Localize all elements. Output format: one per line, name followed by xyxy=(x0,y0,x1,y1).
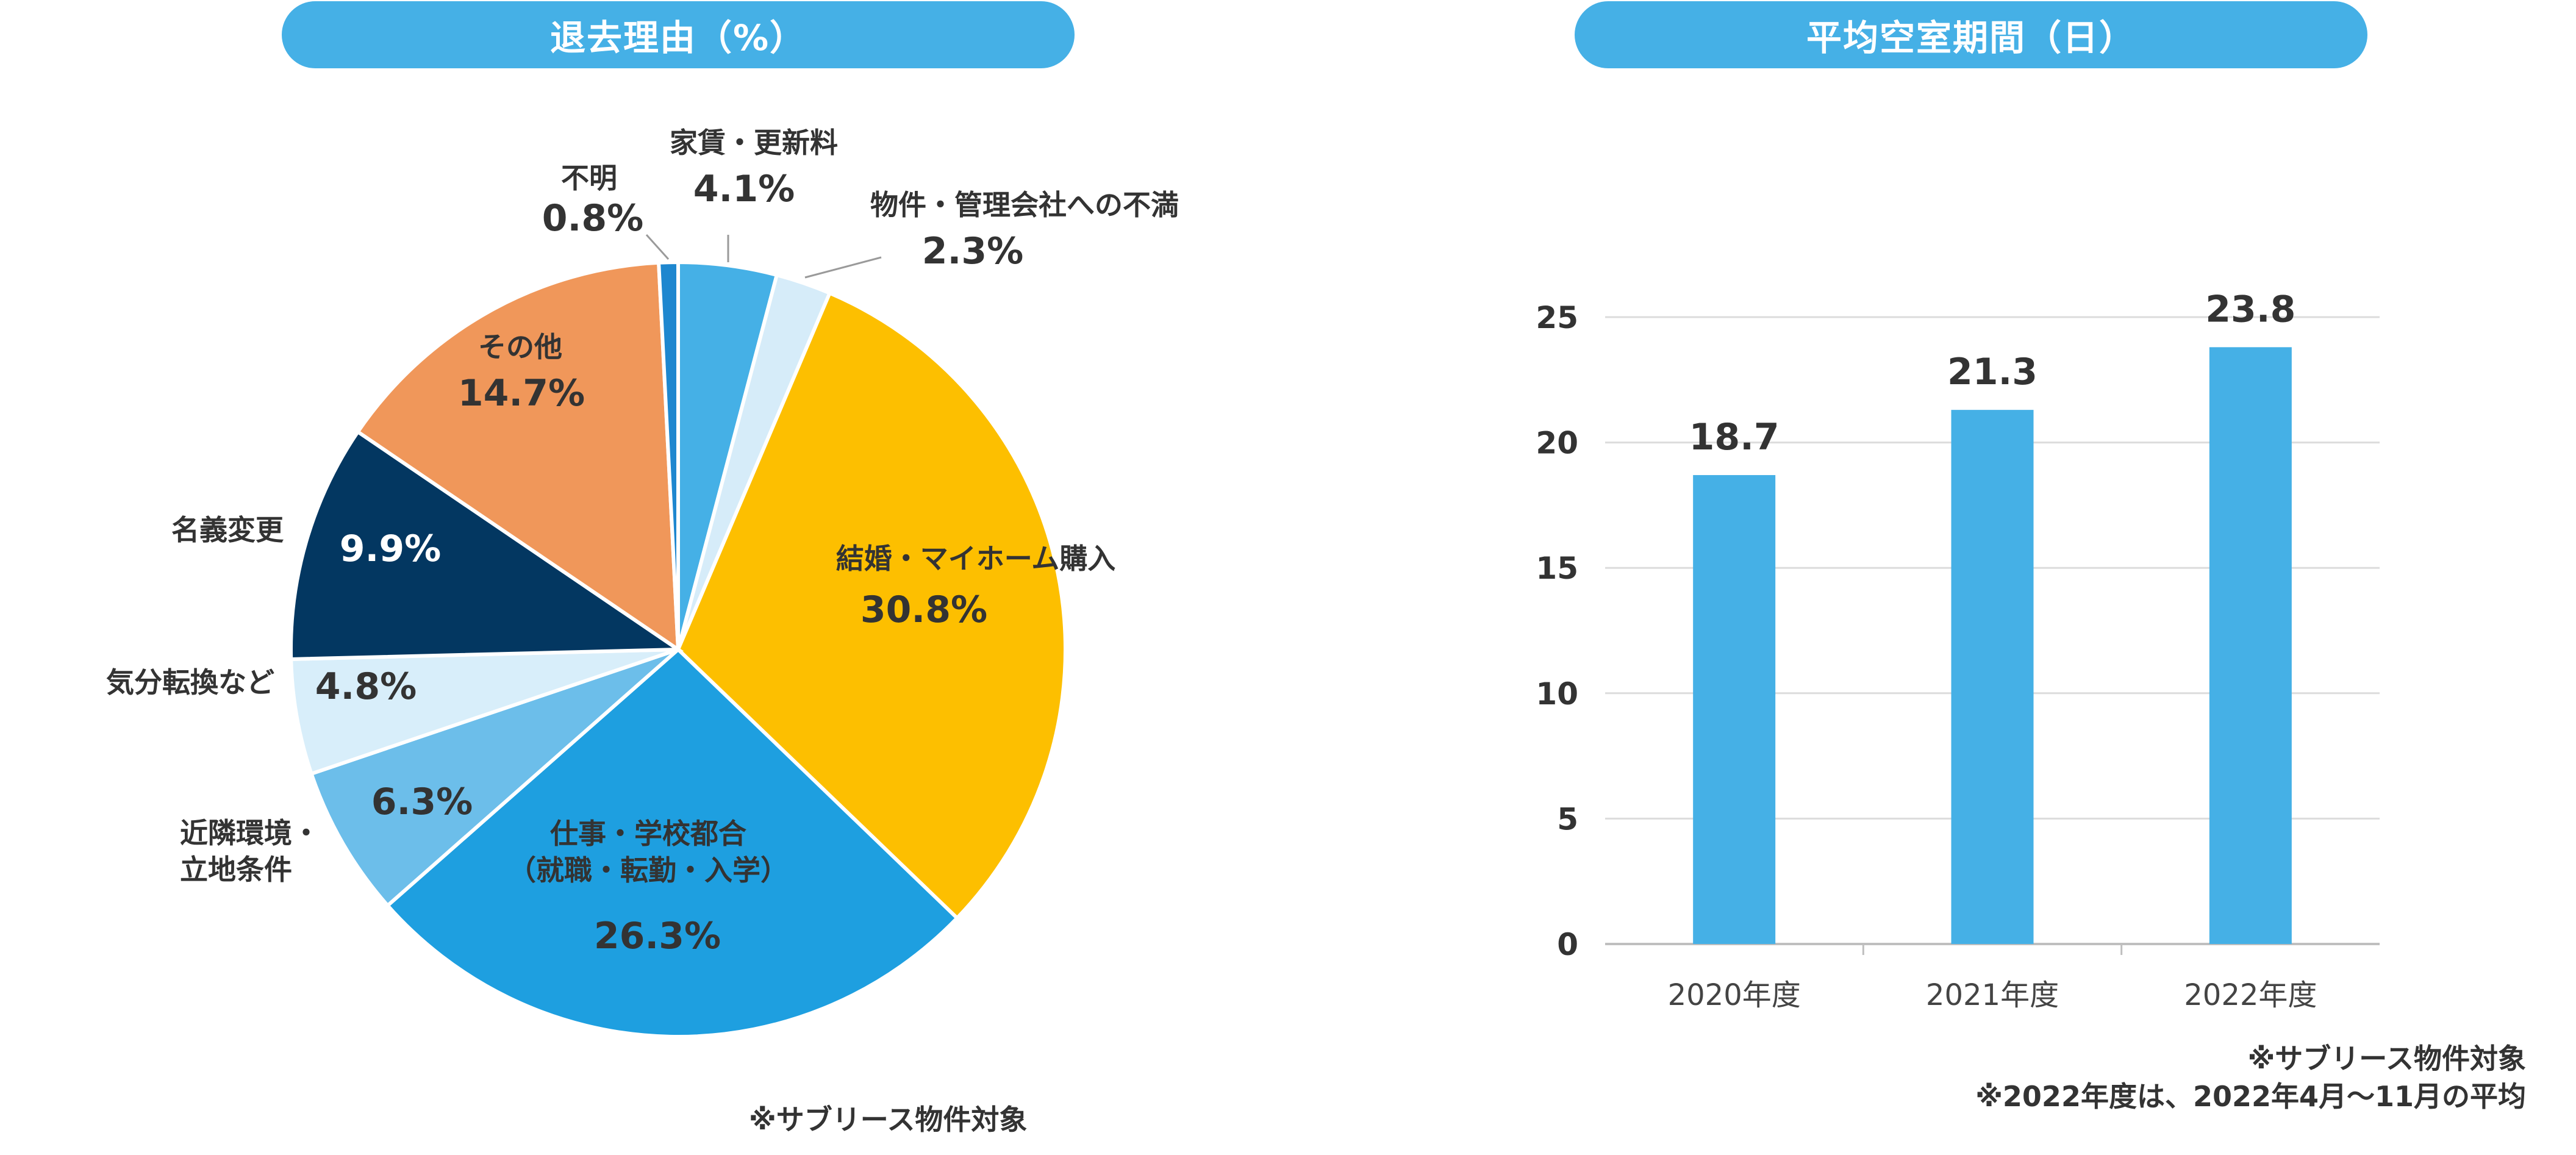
pie-slice-label: 仕事・学校都合 xyxy=(550,817,746,850)
pie-slice-label: 名義変更 xyxy=(171,513,284,546)
pie-slice-label: 立地条件 xyxy=(180,853,292,886)
pie-slice-label: 結婚・マイホーム購入 xyxy=(836,542,1116,575)
pie-slice xyxy=(656,260,680,650)
pie-slice-label: 近隣環境・ xyxy=(180,817,320,849)
pie-slice-value: 4.8% xyxy=(315,665,417,708)
bar-chart-note-2: ※2022年度は、2022年4月～11月の平均 xyxy=(1975,1080,2526,1113)
bar-value-label: 21.3 xyxy=(1947,351,2038,393)
pie-slice xyxy=(355,260,681,653)
pie-slice-value: 4.1% xyxy=(693,168,795,210)
pie-slice-value: 0.8% xyxy=(542,197,643,240)
y-tick-label: 0 xyxy=(1557,927,1578,962)
bar xyxy=(1693,475,1776,944)
bar-chart-title: 平均空室期間（日） xyxy=(1575,1,2367,68)
pie-slice-value: 26.3% xyxy=(594,915,721,957)
pie-chart-title: 退去理由（%） xyxy=(282,1,1075,68)
pie-chart-note: ※サブリース物件対象 xyxy=(749,1103,1028,1136)
pie-slice-label: その他 xyxy=(478,331,562,363)
pie-slice-value: 30.8% xyxy=(860,588,987,631)
pie-slice xyxy=(385,646,960,1039)
bar-value-label: 18.7 xyxy=(1689,416,1780,459)
pie-slice-value: 9.9% xyxy=(340,527,441,570)
bar xyxy=(2209,347,2292,944)
pie-slice-label: 物件・管理会社への不満 xyxy=(870,188,1179,221)
bar-chart-note-1: ※サブリース物件対象 xyxy=(2247,1042,2526,1075)
y-tick-label: 10 xyxy=(1536,676,1578,712)
pie-chart: 家賃・更新料 4.1% 物件・管理会社への不満 2.3% 結婚・マイホーム購入 30.8%… xyxy=(106,126,1179,1039)
y-tick-label: 25 xyxy=(1536,300,1578,335)
pie-slice-value: 14.7% xyxy=(458,372,585,415)
bar-value-label: 23.8 xyxy=(2205,288,2295,331)
pie-slice-label: 家賃・更新料 xyxy=(670,126,838,159)
pie-leader-line xyxy=(645,234,670,260)
pie-slice-label: 気分転換など xyxy=(106,666,274,699)
pie-slice xyxy=(289,648,679,776)
pie-leader-line xyxy=(804,256,882,279)
pie-slice xyxy=(676,290,1067,921)
pie-slice xyxy=(289,429,684,662)
x-tick-label: 2021年度 xyxy=(1926,978,2059,1012)
pie-slice xyxy=(309,648,679,909)
y-tick-label: 15 xyxy=(1536,551,1578,586)
bar xyxy=(1951,410,2034,944)
pie-slice-value: 2.3% xyxy=(922,230,1023,273)
pie-slice-value: 6.3% xyxy=(371,781,473,823)
pie-slice-label: 不明 xyxy=(561,162,617,195)
y-tick-label: 20 xyxy=(1536,426,1578,461)
x-tick-label: 2022年度 xyxy=(2184,978,2317,1012)
pie-slice-label: （就職・転勤・入学） xyxy=(508,854,789,887)
y-tick-label: 5 xyxy=(1557,801,1578,837)
x-tick-label: 2020年度 xyxy=(1668,978,1801,1012)
